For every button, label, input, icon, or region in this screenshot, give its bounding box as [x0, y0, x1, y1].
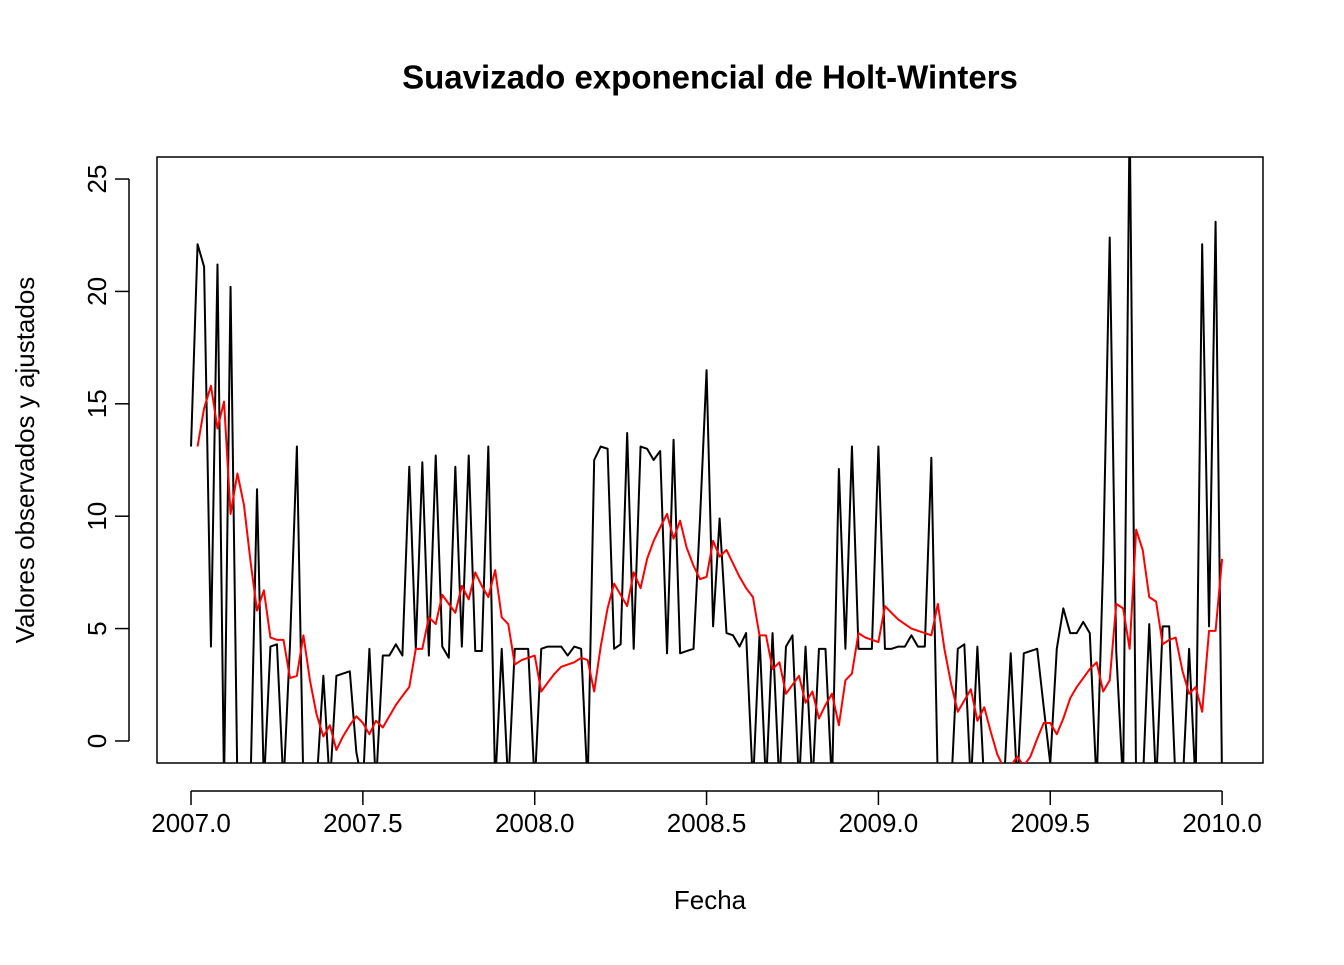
y-tick-label: 15: [82, 389, 112, 418]
x-tick-label: 2008.0: [495, 808, 575, 838]
x-tick-label: 2009.5: [1010, 808, 1090, 838]
y-axis-title: Valores observados y ajustados: [10, 277, 40, 644]
x-tick-label: 2007.5: [323, 808, 403, 838]
x-tick-label: 2009.0: [839, 808, 919, 838]
x-axis-title: Fecha: [674, 885, 747, 915]
chart-title: Suavizado exponencial de Holt-Winters: [402, 59, 1018, 96]
y-tick-label: 10: [82, 502, 112, 531]
x-tick-label: 2008.5: [667, 808, 747, 838]
x-tick-label: 2010.0: [1182, 808, 1262, 838]
plot-area: [190, 157, 1224, 763]
y-tick-label: 5: [82, 621, 112, 635]
series-line: [190, 157, 1223, 763]
y-tick-label: 20: [82, 277, 112, 306]
y-tick-label: 0: [82, 734, 112, 748]
x-tick-label: 2007.0: [151, 808, 231, 838]
plot-frame: [156, 156, 1264, 764]
y-tick-label: 25: [82, 165, 112, 194]
series-line: [196, 384, 1224, 763]
